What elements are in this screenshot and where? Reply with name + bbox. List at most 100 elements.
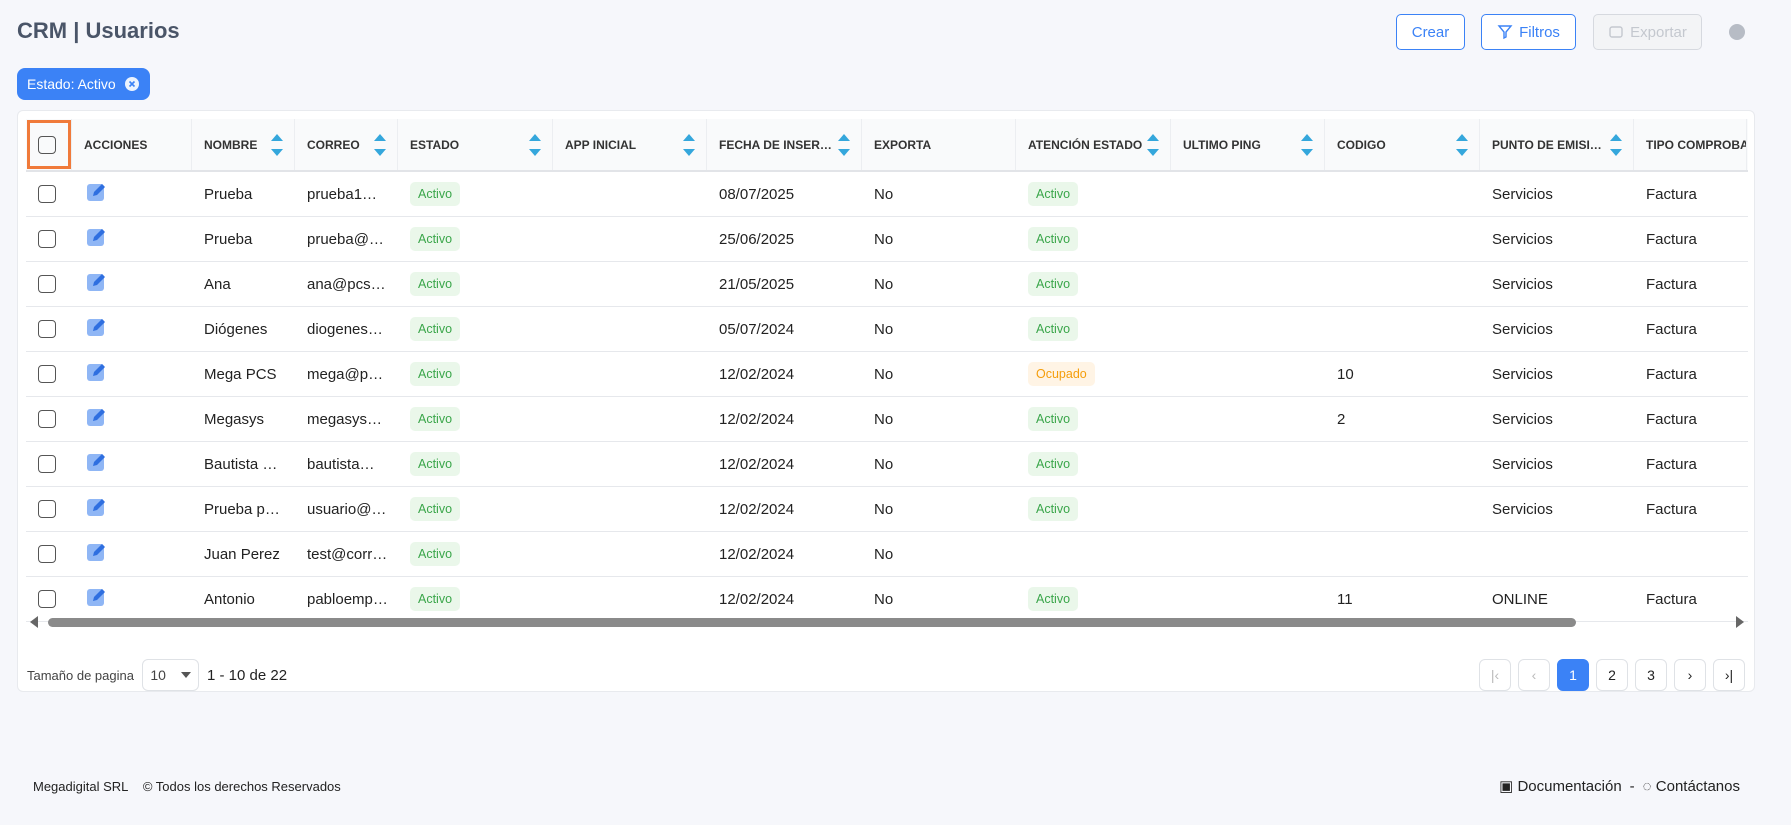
export-button[interactable]: Exportar <box>1593 14 1702 50</box>
create-button[interactable]: Crear <box>1396 14 1465 50</box>
table-cell: Prueba <box>192 217 295 261</box>
actions-cell <box>72 487 192 531</box>
table-cell <box>1325 217 1480 261</box>
checkbox[interactable] <box>38 545 56 563</box>
table-cell <box>1171 532 1325 576</box>
next-page[interactable]: › <box>1674 659 1706 691</box>
checkbox[interactable] <box>38 590 56 608</box>
last-page[interactable]: ›| <box>1713 659 1745 691</box>
sort-icon[interactable] <box>682 133 696 160</box>
sort-icon[interactable] <box>1146 133 1160 160</box>
page-button[interactable]: 3 <box>1635 659 1667 691</box>
cell-text: Servicios <box>1492 455 1553 473</box>
page-button[interactable]: 1 <box>1557 659 1589 691</box>
cell-text: 12/02/2024 <box>719 590 795 608</box>
table-cell <box>1634 532 1747 576</box>
cell-text: 12/02/2024 <box>719 455 795 473</box>
first-page[interactable]: |‹ <box>1479 659 1511 691</box>
table-cell <box>553 352 707 396</box>
checkbox[interactable] <box>38 455 56 473</box>
cell-text: Mega PCS <box>204 365 277 383</box>
edit-icon[interactable] <box>86 361 108 387</box>
table-cell: Factura <box>1634 307 1747 351</box>
table-cell: 21/05/2025 <box>707 262 862 306</box>
table-cell: bautista… <box>295 442 398 486</box>
sort-icon[interactable] <box>528 133 542 160</box>
edit-icon[interactable] <box>86 316 108 342</box>
filters-label: Filtros <box>1519 23 1560 41</box>
edit-icon[interactable] <box>86 406 108 432</box>
table-cell <box>1171 307 1325 351</box>
table-row: Prueba p… usuario@… Activo 12/02/2024 No Acti… <box>26 487 1748 532</box>
checkbox[interactable] <box>38 185 56 203</box>
table-cell: Ana <box>192 262 295 306</box>
checkbox[interactable] <box>38 410 56 428</box>
sort-icon[interactable] <box>1300 133 1314 160</box>
column-title: ULTIMO PING <box>1183 137 1261 152</box>
table-row: Ana ana@pcs… Activo 21/05/2025 No Activo Servi… <box>26 262 1748 307</box>
page-button[interactable]: 2 <box>1596 659 1628 691</box>
status-badge: Activo <box>410 497 461 521</box>
cell-text: Megasys <box>204 410 265 428</box>
docs-link[interactable]: ▣ Documentación <box>1499 778 1622 795</box>
table-cell: No <box>862 532 1016 576</box>
status-badge: Activo <box>1028 317 1079 341</box>
cell-text: 12/02/2024 <box>719 410 795 428</box>
chip-remove[interactable] <box>124 76 140 92</box>
edit-icon[interactable] <box>86 226 108 252</box>
table-cell: Servicios <box>1480 397 1634 441</box>
table-cell: Factura <box>1634 352 1747 396</box>
checkbox-cell <box>26 262 72 306</box>
sort-icon[interactable] <box>1609 133 1623 160</box>
cell-text: Servicios <box>1492 275 1553 293</box>
column-header: ATENCIÓN ESTADO <box>1016 119 1171 170</box>
table-cell <box>1325 262 1480 306</box>
edit-icon[interactable] <box>86 271 108 297</box>
more-menu[interactable] <box>1729 24 1745 40</box>
cell-text: Factura <box>1646 590 1697 608</box>
page-size-select[interactable]: 10 <box>141 659 199 691</box>
column-header: ESTADO <box>398 119 553 170</box>
checkbox[interactable] <box>38 365 56 383</box>
cell-text: Diógenes <box>204 320 268 338</box>
actions-cell <box>72 262 192 306</box>
sort-icon[interactable] <box>837 133 851 160</box>
table-cell: Servicios <box>1480 217 1634 261</box>
cell-text: pabloemp… <box>307 590 388 608</box>
horizontal-scrollbar[interactable] <box>26 613 1748 631</box>
status-badge: Activo <box>410 452 461 476</box>
table-cell <box>1171 217 1325 261</box>
checkbox[interactable] <box>38 275 56 293</box>
status-badge: Activo <box>410 317 461 341</box>
checkbox[interactable] <box>38 135 56 154</box>
edit-icon[interactable] <box>86 451 108 477</box>
table-cell: 11 <box>1325 577 1480 621</box>
status-badge: Activo <box>410 407 461 431</box>
pager: |‹ ‹ 1 2 3 › ›| <box>1479 659 1745 691</box>
checkbox[interactable] <box>38 230 56 248</box>
actions-cell <box>72 532 192 576</box>
checkbox-cell <box>26 172 72 216</box>
filters-button[interactable]: Filtros <box>1481 14 1576 50</box>
edit-icon[interactable] <box>86 496 108 522</box>
table-cell: Activo <box>398 577 553 621</box>
table-cell: Factura <box>1634 262 1747 306</box>
prev-page[interactable]: ‹ <box>1518 659 1550 691</box>
cell-text: test@corr… <box>307 545 388 563</box>
column-title: CODIGO <box>1337 137 1386 152</box>
checkbox[interactable] <box>38 500 56 518</box>
table-cell: 05/07/2024 <box>707 307 862 351</box>
cell-text: ONLINE <box>1492 590 1548 608</box>
status-badge: Activo <box>1028 272 1079 296</box>
sort-icon[interactable] <box>1455 133 1469 160</box>
sort-icon[interactable] <box>270 133 284 160</box>
status-badge: Ocupado <box>1028 362 1095 386</box>
cell-text: 12/02/2024 <box>719 500 795 518</box>
edit-icon[interactable] <box>86 541 108 567</box>
checkbox[interactable] <box>38 320 56 338</box>
edit-icon[interactable] <box>86 586 108 612</box>
contact-link[interactable]: ◌ Contáctanos <box>1642 777 1740 795</box>
sort-icon[interactable] <box>373 133 387 160</box>
edit-icon[interactable] <box>86 181 108 207</box>
